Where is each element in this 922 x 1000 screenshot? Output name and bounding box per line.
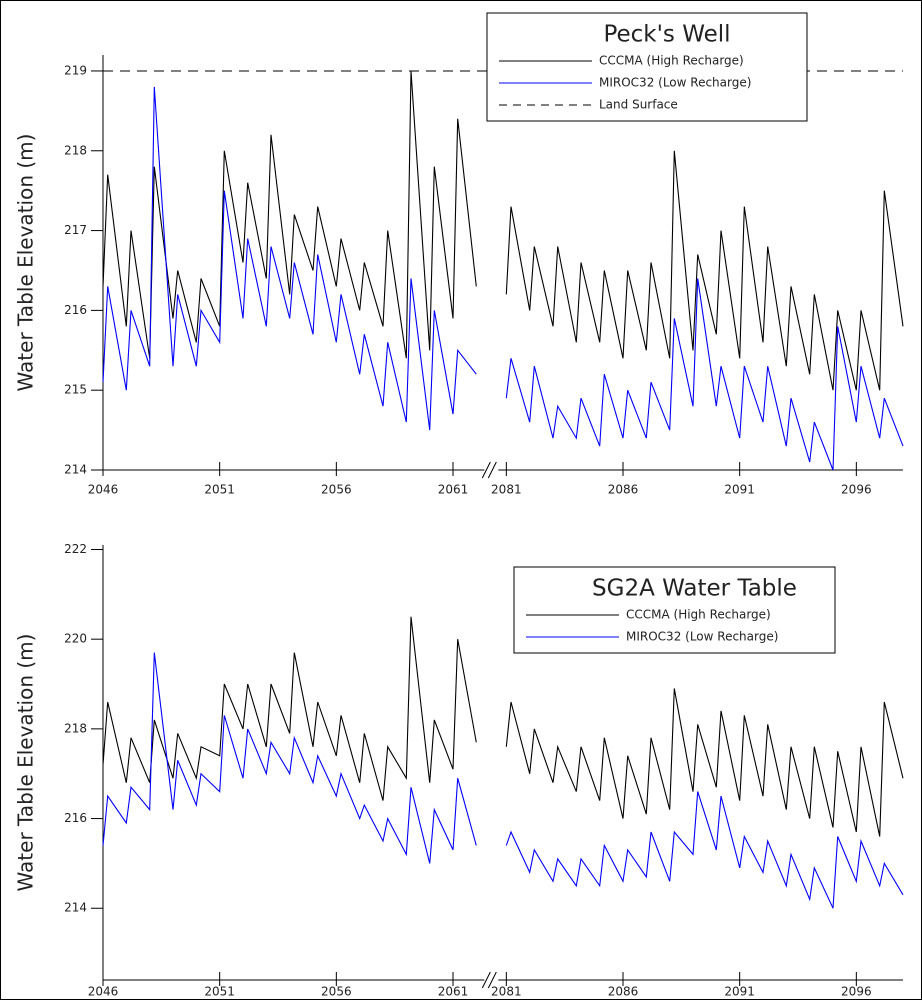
legend-label: MIROC32 (Low Recharge) [599, 76, 751, 90]
legend-label: MIROC32 (Low Recharge) [626, 630, 778, 644]
x-tick-label: 2061 [438, 985, 469, 999]
data-line [102, 86, 904, 471]
x-tick-label: 2096 [841, 985, 872, 999]
chart-title: SG2A Water Table [592, 576, 797, 602]
y-axis-label: Water Table Elevation (m) [14, 134, 38, 392]
y-tick-label: 220 [64, 632, 87, 646]
legend-label: Land Surface [599, 98, 678, 112]
x-tick-label: 2051 [204, 483, 235, 497]
y-tick-label: 218 [64, 721, 87, 735]
y-tick-label: 217 [64, 223, 87, 237]
x-tick-label: 2096 [841, 483, 872, 497]
y-tick-label: 218 [64, 143, 87, 157]
x-tick-label: 2061 [438, 483, 469, 497]
x-tick-label: 2081 [491, 483, 522, 497]
axis-break [487, 461, 497, 479]
legend-box [486, 12, 808, 122]
x-tick-label: 2086 [608, 985, 639, 999]
axis-break [481, 971, 491, 989]
chart-title: Peck's Well [603, 22, 730, 48]
y-tick-label: 219 [64, 63, 87, 77]
axis-break [481, 461, 491, 479]
x-tick-label: 2086 [608, 483, 639, 497]
x-tick-label: 2081 [491, 985, 522, 999]
data-line [102, 652, 904, 909]
x-tick-label: 2056 [321, 483, 352, 497]
y-tick-label: 214 [64, 463, 87, 477]
legend-box [513, 566, 836, 654]
y-tick-label: 215 [64, 383, 87, 397]
legend-label: CCCMA (High Recharge) [626, 608, 771, 622]
x-tick-label: 2091 [724, 985, 755, 999]
x-tick-label: 2051 [204, 985, 235, 999]
data-line [102, 70, 904, 391]
x-tick-label: 2046 [88, 483, 119, 497]
y-tick-label: 216 [64, 811, 87, 825]
axis-break [487, 971, 497, 989]
x-tick-label: 2091 [724, 483, 755, 497]
y-tick-label: 216 [64, 303, 87, 317]
y-axis-label: Water Table Elevation (m) [14, 634, 38, 892]
legend-label: CCCMA (High Recharge) [599, 54, 744, 68]
y-tick-label: 214 [64, 901, 87, 915]
y-tick-label: 222 [64, 542, 87, 556]
x-tick-label: 2046 [88, 985, 119, 999]
x-tick-label: 2056 [321, 985, 352, 999]
data-line [102, 616, 904, 837]
